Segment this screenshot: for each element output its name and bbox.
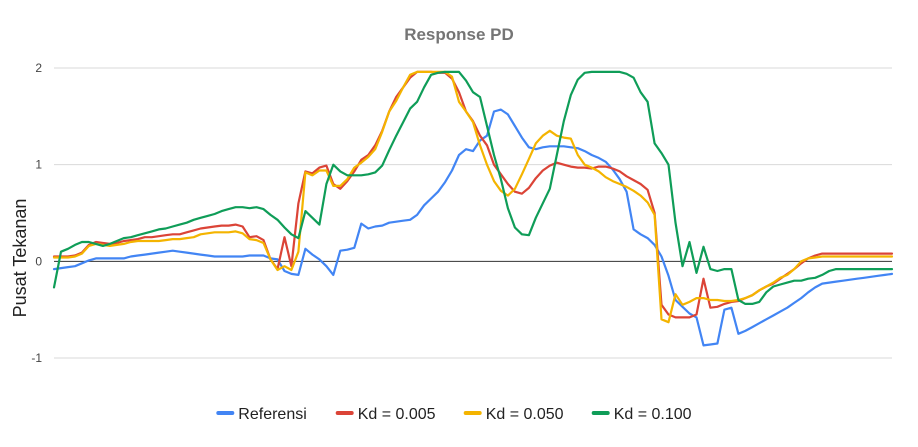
y-tick-label: 1	[35, 158, 42, 172]
legend-label: Kd = 0.100	[614, 406, 692, 423]
series-line-0	[52, 108, 894, 347]
y-tick-label: 0	[35, 254, 42, 268]
y-tick-label: 2	[35, 61, 42, 75]
legend-label: Referensi	[238, 406, 306, 423]
series-line-2	[52, 70, 894, 324]
legend-item-1: Kd = 0.005	[335, 406, 436, 423]
series-lines	[52, 70, 894, 347]
legend-item-3: Kd = 0.100	[591, 406, 692, 423]
legend-label: Kd = 0.005	[358, 406, 436, 423]
series-line-3	[52, 70, 894, 305]
chart-title: Response PD	[404, 25, 514, 44]
y-tick-label: -1	[31, 351, 42, 365]
legend-item-0: Referensi	[216, 406, 307, 423]
legend-label: Kd = 0.050	[486, 406, 564, 423]
gridlines	[54, 67, 892, 359]
legend-item-2: Kd = 0.050	[463, 406, 564, 423]
series-line-1	[52, 70, 894, 319]
y-axis-ticks: -1 0 1 2	[31, 61, 42, 365]
y-axis-label: Pusat Tekanan	[10, 199, 30, 318]
legend: Referensi Kd = 0.005 Kd = 0.050 Kd = 0.100	[216, 406, 692, 423]
